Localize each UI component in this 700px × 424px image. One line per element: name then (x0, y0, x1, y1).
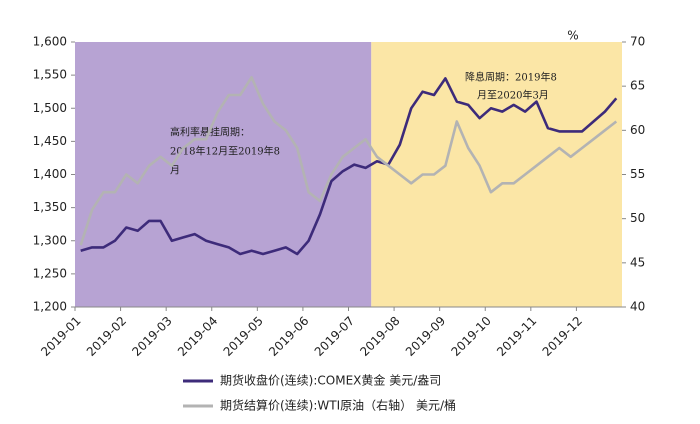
legend-label: 期货结算价(连续):WTI原油（右轴） 美元/桶 (220, 398, 456, 413)
y-tick-label: 1,250 (33, 266, 67, 280)
annotation: 降息周期：2019年8 (465, 71, 557, 84)
x-tick-label: 2019-06 (266, 314, 311, 359)
series-line (79, 76, 618, 246)
y2-tick-label: 70 (630, 35, 645, 49)
annotation: 月 (170, 165, 180, 177)
y2-tick-label: 45 (630, 255, 645, 269)
y-tick-label: 1,600 (33, 35, 67, 49)
y2-tick-label: 40 (630, 300, 645, 314)
y-tick-label: 1,500 (33, 101, 67, 115)
x-tick-label: 2019-05 (221, 314, 266, 359)
x-tick-label: 2019-11 (494, 314, 539, 359)
shaded-region (371, 42, 622, 307)
y-tick-label: 1,350 (33, 200, 67, 214)
legend-label: 期货收盘价(连续):COMEX黄金 美元/盎司 (220, 373, 441, 388)
y-tick-label: 1,550 (33, 68, 67, 82)
x-tick-label: 2019-03 (129, 314, 174, 359)
x-tick-label: 2019-08 (357, 314, 402, 359)
annotation: 月至2020年3月 (477, 89, 549, 102)
x-tick-label: 2019-04 (175, 314, 220, 359)
y-tick-label: 1,300 (33, 233, 67, 247)
annotation: 2018年12月至2019年8 (170, 145, 280, 158)
shaded-region (75, 42, 372, 307)
y-tick-label: 1,400 (33, 167, 67, 181)
y2-tick-label: 55 (630, 167, 645, 181)
series-line (80, 77, 618, 256)
y2-tick-label: 50 (630, 211, 645, 225)
x-tick-label: 2019-12 (540, 314, 585, 359)
x-tick-label: 2019-07 (312, 314, 357, 359)
y2-tick-label: 65 (630, 79, 645, 93)
y-tick-label: 1,450 (33, 134, 67, 148)
x-tick-label: 2019-10 (448, 314, 493, 359)
x-tick-label: 2019-01 (38, 314, 83, 359)
y-tick-label: 1,200 (33, 300, 67, 314)
x-tick-label: 2019-02 (84, 314, 129, 359)
x-tick-label: 2019-09 (403, 314, 448, 359)
y2-axis-label: % (567, 29, 578, 43)
y2-tick-label: 60 (630, 123, 645, 137)
